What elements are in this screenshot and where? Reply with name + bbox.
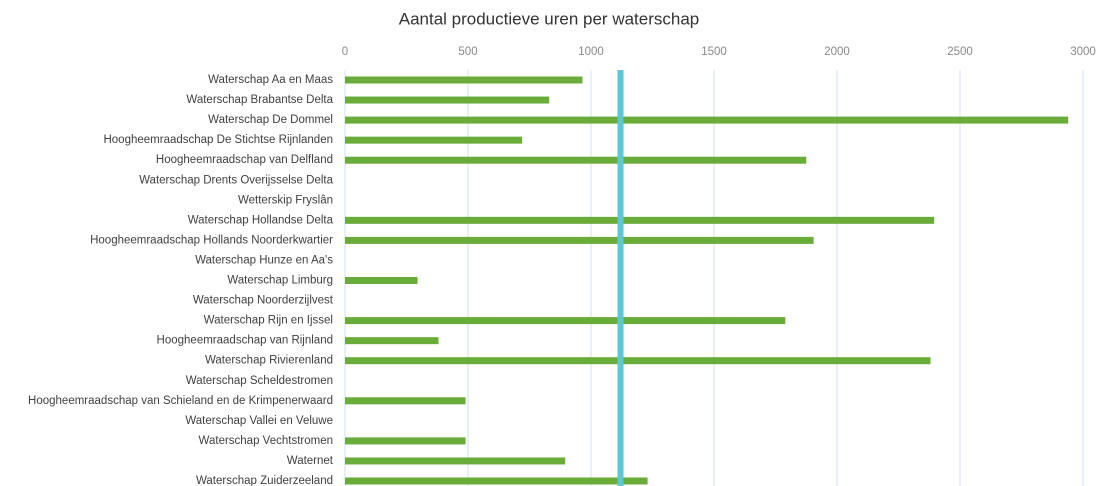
x-tick-label: 1500 bbox=[701, 46, 727, 58]
x-tick-label: 2500 bbox=[947, 46, 973, 58]
bar bbox=[345, 216, 935, 224]
y-tick-label: Waterschap Rijn en Ijssel bbox=[204, 315, 333, 327]
y-tick-label: Waterschap Noorderzijlvest bbox=[193, 295, 334, 307]
y-tick-label: Waterschap Vallei en Veluwe bbox=[185, 415, 333, 427]
y-tick-label: Waterschap Vechtstromen bbox=[199, 435, 333, 447]
y-tick-label: Waterschap Scheldestromen bbox=[186, 375, 333, 387]
y-tick-label: Hoogheemraadschap van Schieland en de Kr… bbox=[28, 395, 333, 407]
chart-title: Aantal productieve uren per waterschap bbox=[399, 9, 700, 28]
bar bbox=[345, 337, 439, 345]
y-tick-label: Waterschap Limburg bbox=[227, 275, 333, 287]
bar bbox=[345, 236, 814, 244]
bar bbox=[345, 156, 807, 164]
bar bbox=[345, 116, 1069, 124]
y-tick-label: Hoogheemraadschap van Rijnland bbox=[157, 335, 333, 347]
bar bbox=[345, 317, 786, 325]
bar bbox=[345, 136, 523, 144]
bar bbox=[345, 397, 466, 405]
y-tick-label: Waterschap Rivierenland bbox=[205, 355, 333, 367]
bar bbox=[345, 277, 418, 284]
bar bbox=[345, 357, 931, 365]
x-tick-label: 2000 bbox=[824, 46, 850, 58]
y-tick-label: Waterschap Drents Overijsselse Delta bbox=[139, 174, 333, 186]
y-tick-label: Hoogheemraadschap van Delfland bbox=[156, 154, 333, 166]
y-tick-label: Waterschap Aa en Maas bbox=[208, 74, 333, 86]
y-tick-label: Waterschap De Dommel bbox=[208, 114, 333, 126]
bar bbox=[345, 76, 583, 84]
x-tick-label: 3000 bbox=[1070, 46, 1096, 58]
x-tick-label: 1000 bbox=[578, 46, 604, 58]
y-tick-label: Wetterskip Fryslân bbox=[238, 194, 333, 206]
reference-line bbox=[617, 70, 624, 486]
x-tick-label: 0 bbox=[342, 46, 348, 58]
y-tick-label: Hoogheemraadschap Hollands Noorderkwarti… bbox=[90, 234, 333, 246]
y-tick-label: Waterschap Brabantse Delta bbox=[186, 94, 333, 106]
bar bbox=[345, 477, 648, 485]
y-tick-label: Waterschap Hunze en Aa's bbox=[195, 254, 333, 266]
bar bbox=[345, 96, 550, 104]
bar bbox=[345, 457, 566, 465]
x-tick-label: 500 bbox=[458, 46, 477, 58]
y-tick-label: Hoogheemraadschap De Stichtse Rijnlanden bbox=[103, 134, 333, 146]
y-tick-label: Waterschap Hollandse Delta bbox=[188, 214, 334, 226]
bar bbox=[345, 437, 466, 445]
y-tick-label: Waternet bbox=[287, 455, 334, 467]
y-tick-label: Waterschap Zuiderzeeland bbox=[196, 475, 333, 486]
